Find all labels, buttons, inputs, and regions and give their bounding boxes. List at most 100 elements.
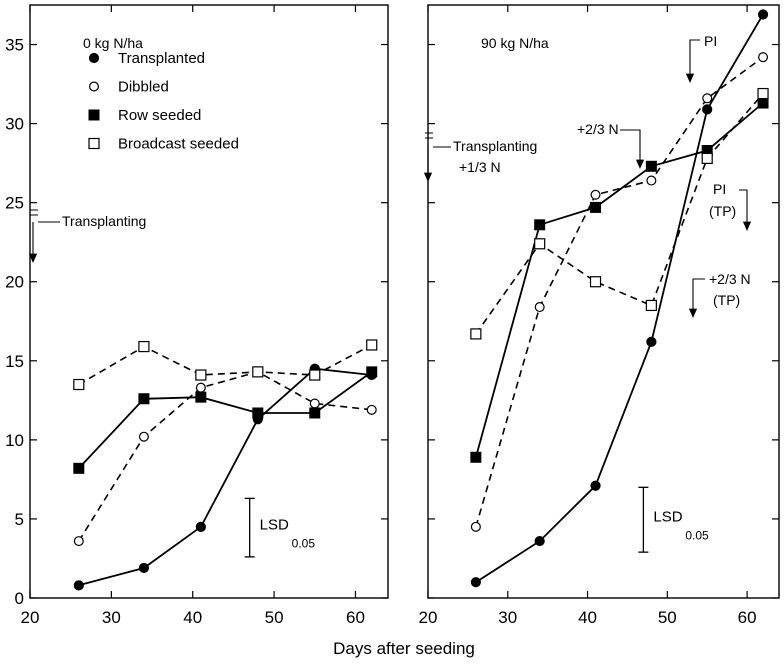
annotation-line: [692, 278, 705, 313]
series-line: [78, 367, 372, 587]
y-tick-label: 5: [15, 510, 24, 529]
data-point: [366, 366, 378, 378]
x-tick-label: 40: [183, 608, 202, 627]
data-point: [470, 451, 482, 463]
series-broadcast-seeded: [470, 87, 769, 340]
annotation: (TP): [709, 203, 736, 219]
y-tick-label: 35: [5, 36, 24, 55]
y-tick-label: 25: [5, 194, 24, 213]
annotation-arrow: [742, 221, 752, 231]
data-point: [645, 299, 657, 312]
panel-title: 90 kg N/ha: [481, 35, 549, 51]
data-point: [366, 404, 377, 415]
series-line: [475, 56, 764, 528]
lsd-subscript: 0.05: [292, 537, 316, 551]
annotation-arrow: [635, 159, 645, 169]
data-point: [470, 328, 482, 340]
legend-marker: [88, 109, 100, 121]
data-point: [646, 336, 657, 347]
plot-frame: [29, 4, 389, 599]
legend-entry: Dibbled: [88, 79, 169, 96]
data-point: [309, 398, 320, 409]
legend-entry: Row seeded: [88, 107, 201, 124]
series-dibbled: [73, 366, 377, 547]
plot-frame: [427, 4, 780, 599]
annotation-line: [739, 189, 748, 226]
legend-marker: [88, 81, 99, 92]
annotation-arrow: [685, 73, 695, 83]
annotation: PI: [713, 181, 752, 231]
data-point: [470, 521, 481, 532]
legend-label: Row seeded: [118, 107, 201, 124]
data-point: [309, 369, 321, 381]
data-point: [138, 340, 150, 353]
data-point: [73, 378, 85, 391]
annotation-arrow: [28, 253, 38, 263]
annotation-line: [425, 132, 451, 177]
series-line: [475, 102, 764, 458]
annotation-text: (TP): [713, 292, 740, 308]
data-point: [252, 366, 264, 378]
legend-marker: [88, 137, 100, 150]
annotation: +1/3 N: [459, 159, 501, 175]
annotation-text: PI: [713, 181, 726, 197]
lsd-label: LSD: [260, 517, 289, 534]
legend-label: Transplanted: [118, 50, 205, 67]
data-point: [138, 431, 149, 442]
data-point: [534, 302, 545, 313]
lsd-label: LSD: [653, 509, 682, 526]
data-point: [590, 189, 601, 200]
series-transplanted: [470, 9, 769, 588]
series-row-seeded: [470, 97, 769, 463]
legend-marker: [88, 52, 100, 64]
data-point: [590, 480, 601, 491]
annotation-line: [30, 209, 60, 258]
legend-entry: Transplanted: [88, 50, 205, 67]
data-point: [702, 93, 713, 104]
series-line: [475, 93, 764, 335]
annotation-text: +2/3 N: [577, 121, 619, 137]
data-point: [757, 97, 769, 109]
annotation: +2/3 N: [577, 121, 645, 169]
data-point: [73, 580, 84, 591]
data-point: [757, 87, 769, 100]
series-transplanted: [73, 363, 377, 591]
y-tick-label: 15: [5, 352, 24, 371]
annotation: +2/3 N: [688, 271, 751, 318]
x-tick-label: 40: [578, 608, 597, 627]
annotation: Transplanting: [28, 209, 146, 263]
data-point: [534, 238, 546, 250]
lsd-subscript: 0.05: [685, 529, 709, 543]
annotation-text: (TP): [709, 203, 736, 219]
panel-0: 0 kg N/ha 20 30 40 50 60 0 5 10 15 20 25 30 35 LSD0.05…: [5, 4, 389, 627]
annotation-text: PI: [704, 33, 717, 49]
series-line: [78, 371, 373, 469]
y-tick-label: 30: [5, 115, 24, 134]
data-point: [195, 391, 207, 403]
data-point: [534, 535, 545, 547]
data-point: [758, 52, 769, 63]
legend-label: Broadcast seeded: [118, 136, 239, 153]
annotation-text: Transplanting: [62, 213, 146, 229]
annotation: PI: [685, 33, 717, 83]
x-tick-label: 30: [102, 608, 121, 627]
data-point: [366, 339, 378, 351]
data-point: [534, 219, 546, 231]
x-tick-label: 60: [738, 608, 757, 627]
data-point: [195, 382, 206, 393]
annotation-text: Transplanting: [453, 138, 537, 154]
annotation-arrow: [423, 172, 433, 182]
annotation-line: [689, 39, 700, 78]
series-broadcast-seeded: [73, 339, 378, 391]
y-tick-label: 10: [5, 431, 24, 450]
x-tick-label: 50: [265, 608, 284, 627]
x-axis-label: Days after seeding: [333, 639, 475, 658]
data-point: [195, 369, 207, 381]
annotation-text: +1/3 N: [459, 159, 501, 175]
annotation-text: +2/3 N: [709, 271, 751, 287]
data-point: [701, 152, 713, 164]
